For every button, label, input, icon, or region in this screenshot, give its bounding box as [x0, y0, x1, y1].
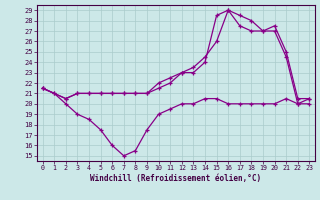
X-axis label: Windchill (Refroidissement éolien,°C): Windchill (Refroidissement éolien,°C) — [91, 174, 261, 183]
